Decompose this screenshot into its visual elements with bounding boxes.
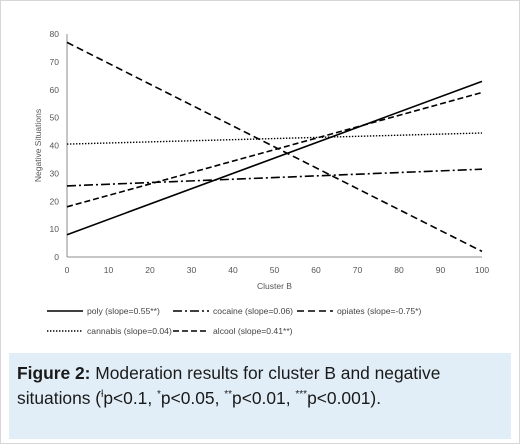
caption-box: Figure 2: Moderation results for cluster… <box>9 353 511 439</box>
y-tick-label: 80 <box>50 29 60 39</box>
y-tick-label: 30 <box>50 168 60 178</box>
legend-item: poly (slope=0.55**) <box>47 306 160 316</box>
caption-text-2: p<0.1, <box>103 388 157 408</box>
chart-legend: poly (slope=0.55**) cocaine (slope=0.06) o… <box>47 306 507 342</box>
legend-swatch <box>47 310 83 312</box>
caption-symbol-2: * <box>157 389 161 400</box>
y-axis-title: Negative Situations <box>33 109 43 182</box>
x-tick-label: 70 <box>353 265 363 275</box>
legend-swatch <box>297 310 333 312</box>
legend-item: alcool (slope=0.41**) <box>173 326 293 336</box>
legend-item: cocaine (slope=0.06) <box>173 306 293 316</box>
y-tick-label: 20 <box>50 196 60 206</box>
x-tick-label: 10 <box>104 265 114 275</box>
x-axis-title: Cluster B <box>257 281 292 291</box>
x-tick-label: 80 <box>394 265 404 275</box>
legend-item: cannabis (slope=0.04) <box>47 326 172 336</box>
x-tick-label: 40 <box>228 265 238 275</box>
legend-item: opiates (slope=-0.75*) <box>297 306 421 316</box>
figure-caption: Figure 2: Moderation results for cluster… <box>17 361 507 411</box>
caption-text-1: Moderation results for cluster B and neg… <box>17 363 441 408</box>
y-tick-label: 0 <box>54 252 59 262</box>
caption-label: Figure 2: <box>17 363 91 383</box>
legend-label: poly (slope=0.55**) <box>87 306 160 316</box>
legend-swatch <box>47 330 83 332</box>
x-tick-label: 0 <box>65 265 70 275</box>
series-line-1 <box>66 80 483 236</box>
series-line-2 <box>66 168 483 187</box>
x-tick-label: 50 <box>270 265 280 275</box>
series-line-4 <box>66 132 483 145</box>
line-chart: 0 10 20 30 40 50 60 70 80 0 10 20 30 40 50 60 70 80 90 100 C… <box>33 29 489 291</box>
legend-label: cannabis (slope=0.04) <box>87 326 172 336</box>
chart-area: 0 10 20 30 40 50 60 70 80 0 10 20 30 40 50 60 70 80 90 100 C… <box>1 1 520 351</box>
y-tick-label: 10 <box>50 224 60 234</box>
series-line-5 <box>66 91 483 208</box>
x-tick-label: 30 <box>187 265 197 275</box>
y-tick-label: 50 <box>50 113 60 123</box>
caption-symbol-1: ƚ <box>101 389 104 400</box>
y-tick-label: 60 <box>50 85 60 95</box>
x-tick-label: 60 <box>311 265 321 275</box>
y-tick-label: 70 <box>50 57 60 67</box>
x-tick-label: 100 <box>475 265 489 275</box>
legend-swatch <box>173 310 209 312</box>
legend-label: cocaine (slope=0.06) <box>213 306 294 316</box>
caption-text-3: p<0.05, <box>160 388 225 408</box>
caption-text-5: p<0.001). <box>307 388 382 408</box>
x-tick-label: 20 <box>145 265 155 275</box>
caption-symbol-4: *** <box>295 389 308 400</box>
legend-label: alcool (slope=0.41**) <box>213 326 293 336</box>
caption-symbol-3: ** <box>224 389 233 400</box>
legend-label: opiates (slope=-0.75*) <box>337 306 422 316</box>
x-tick-label: 90 <box>436 265 446 275</box>
y-tick-label: 40 <box>50 141 60 151</box>
legend-swatch <box>173 330 209 332</box>
series-line-3 <box>66 41 483 253</box>
caption-text-4: p<0.01, <box>232 388 296 408</box>
